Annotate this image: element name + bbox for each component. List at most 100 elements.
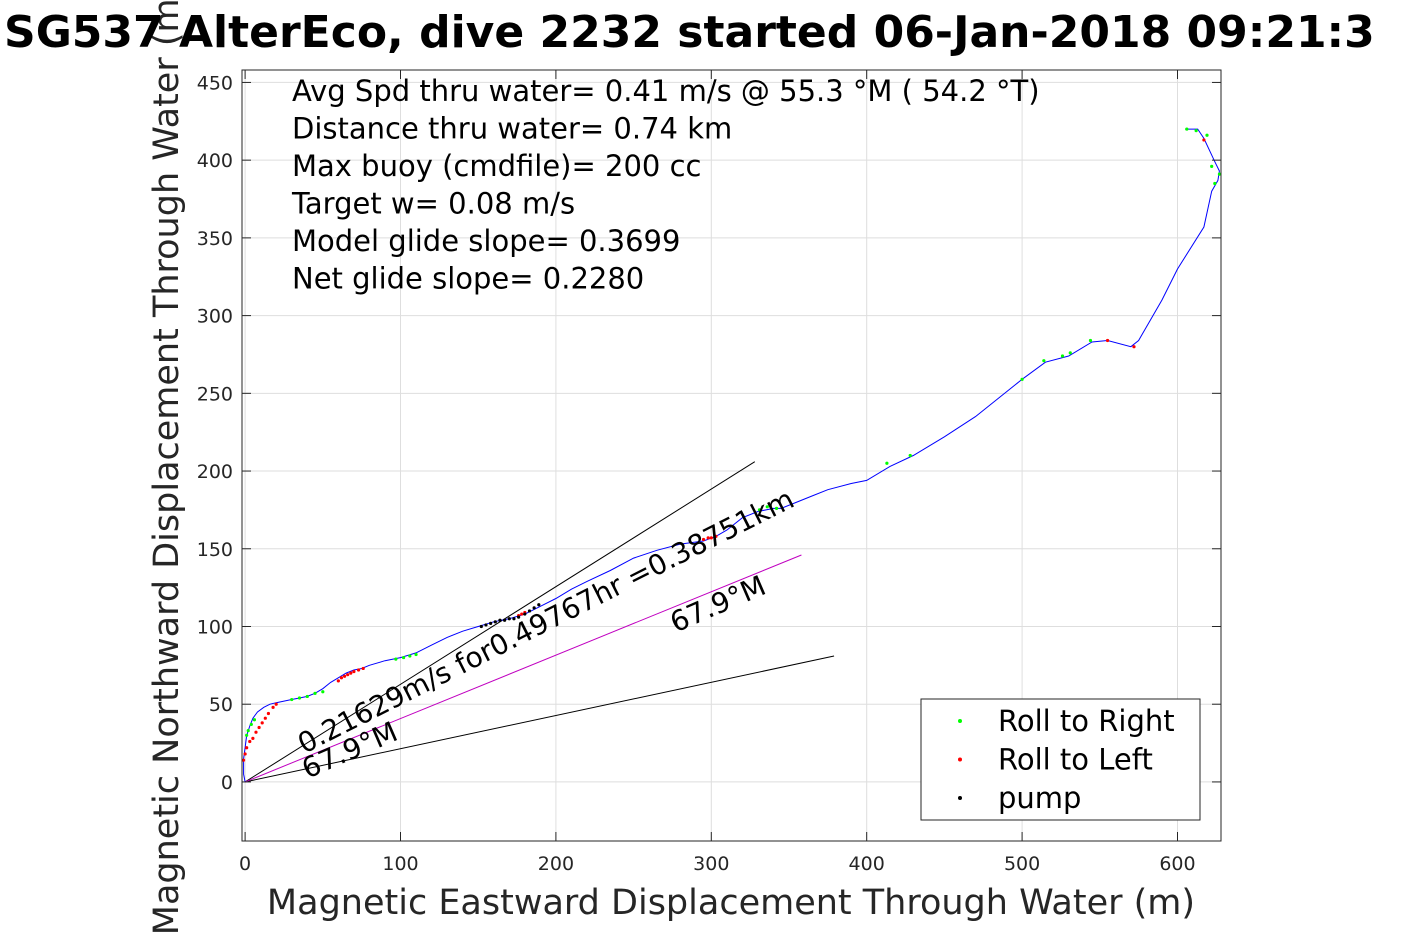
x-tick-label-6: 600	[1159, 853, 1195, 875]
roll-to-right-point-3	[252, 718, 257, 722]
stat-line-2: Max buoy (cmdfile)= 200 cc	[292, 149, 701, 183]
roll-to-left-point-9	[266, 711, 271, 716]
stat-line-5: Net glide slope= 0.2280	[292, 262, 644, 296]
roll-to-left-point-17	[352, 669, 356, 674]
y-tick-label-2: 100	[197, 616, 233, 638]
roll-to-left-point-25	[709, 536, 713, 540]
roll-to-right-point-16	[885, 461, 889, 465]
roll-to-right-point-4	[290, 697, 294, 702]
axes-box	[241, 69, 1222, 842]
roll-to-left-point-16	[349, 671, 353, 675]
x-axis-label: Magnetic Eastward Displacement Through W…	[267, 883, 1195, 923]
roll-to-left-point-14	[342, 674, 347, 678]
roll-to-right-point-20	[1060, 354, 1065, 358]
pump-point-5	[503, 618, 507, 622]
roll-to-right-point-18	[1020, 377, 1024, 381]
y-tick-label-1: 50	[209, 694, 233, 716]
legend-marker-roll-to-left	[958, 757, 962, 762]
roll-to-left-point-0	[241, 758, 246, 762]
roll-to-right-point-6	[305, 694, 309, 699]
roll-to-right-point-10	[402, 655, 406, 660]
roll-to-left-point-13	[339, 676, 344, 680]
axis-ticks: 0 100 200 300 400 500 600 0 50 100 150 200 250 300 350…	[197, 70, 1221, 875]
roll-to-right-point-21	[1068, 351, 1072, 355]
roll-to-right-point-24	[1194, 129, 1198, 133]
roll-to-right-point-11	[408, 654, 412, 658]
pump-point-2	[489, 621, 493, 625]
roll-to-left-point-26	[714, 534, 718, 538]
roll-to-left-point-23	[701, 537, 706, 542]
pump-point-4	[498, 618, 502, 622]
pump-point-1	[484, 623, 488, 627]
pump-point-8	[517, 615, 521, 619]
roll-to-right-point-26	[1213, 181, 1217, 186]
pump-point-11	[532, 606, 536, 610]
roll-to-right-point-8	[321, 690, 325, 694]
reference-line-1	[245, 655, 835, 783]
roll-to-right-point-5	[297, 696, 302, 700]
legend-label-pump: pump	[998, 781, 1081, 815]
pump-point-0	[479, 624, 483, 629]
y-tick-label-0: 0	[221, 772, 233, 794]
roll-to-right-point-17	[908, 453, 912, 458]
roll-to-left-point-11	[274, 702, 278, 706]
roll-to-left-point-21	[520, 612, 524, 616]
roll-and-pump-markers	[241, 127, 1222, 762]
x-tick-label-3: 300	[693, 853, 729, 875]
y-tick-label-5: 250	[197, 383, 233, 405]
legend-label-roll-to-right: Roll to Right	[998, 704, 1175, 738]
x-tick-label-2: 200	[538, 853, 574, 875]
x-tick-label-1: 100	[382, 853, 418, 875]
roll-to-right-point-15	[774, 506, 779, 510]
pump-point-6	[507, 617, 511, 621]
roll-to-right-point-7	[313, 691, 317, 695]
pump-point-10	[527, 609, 532, 613]
y-tick-label-7: 350	[197, 228, 233, 250]
roll-to-right-point-19	[1042, 359, 1046, 363]
pump-point-7	[512, 617, 516, 621]
roll-to-right-point-28	[1210, 164, 1214, 168]
legend-marker-roll-to-right	[958, 719, 962, 723]
roll-to-right-point-14	[765, 505, 769, 509]
roll-to-right-point-1	[246, 729, 250, 733]
x-tick-label-5: 500	[1004, 853, 1040, 875]
roll-to-right-point-23	[1185, 127, 1189, 131]
roll-to-left-point-2	[245, 746, 249, 750]
legend-box	[920, 698, 1201, 821]
roll-to-right-point-13	[757, 508, 762, 512]
roll-to-left-point-4	[251, 736, 255, 741]
roll-to-right-point-27	[1217, 172, 1222, 176]
legend-label-roll-to-left: Roll to Left	[998, 743, 1153, 777]
legend-marker-pump	[958, 796, 962, 800]
roll-to-left-point-5	[254, 730, 258, 734]
stat-line-0: Avg Spd thru water= 0.41 m/s @ 55.3 °M (…	[292, 74, 1040, 108]
pump-point-3	[493, 620, 497, 624]
roll-to-left-point-18	[356, 668, 361, 672]
pump-point-9	[523, 612, 527, 616]
legend: Roll to Right Roll to Left pump	[920, 698, 1201, 821]
x-tick-label-0: 0	[239, 853, 251, 875]
roll-to-right-point-9	[394, 657, 398, 661]
pump-point-12	[537, 603, 541, 607]
roll-to-left-point-27	[1105, 338, 1110, 343]
stats-block: Avg Spd thru water= 0.41 m/s @ 55.3 °M (…	[291, 74, 1040, 296]
roll-to-left-point-19	[361, 666, 365, 671]
stat-line-4: Model glide slope= 0.3699	[292, 224, 680, 258]
y-axis-label: Magnetic Northward Displacement Through …	[147, 0, 187, 935]
x-tick-label-4: 400	[849, 853, 885, 875]
chart-title: SG537 AlterEco, dive 2232 started 06-Jan…	[4, 7, 1375, 58]
reference-line-2	[244, 554, 802, 783]
roll-to-left-point-1	[243, 752, 247, 756]
roll-to-right-point-25	[1205, 133, 1209, 137]
roll-to-left-point-12	[336, 679, 340, 683]
roll-to-left-point-10	[271, 705, 275, 709]
roll-to-right-point-2	[249, 722, 253, 727]
roll-to-right-point-12	[414, 652, 418, 657]
roll-to-right-point-0	[245, 733, 249, 737]
roll-to-left-point-24	[706, 536, 710, 540]
y-tick-label-9: 450	[197, 72, 233, 94]
roll-to-left-point-15	[346, 673, 350, 677]
y-tick-label-6: 300	[197, 306, 233, 328]
y-tick-label-3: 150	[197, 539, 233, 561]
